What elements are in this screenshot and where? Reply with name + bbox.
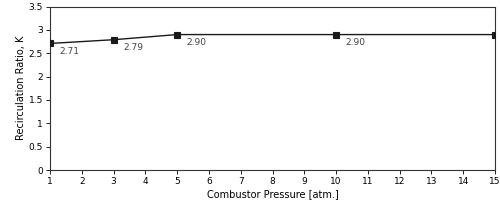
Text: 2.90: 2.90: [186, 38, 206, 47]
Text: 2.79: 2.79: [123, 43, 143, 52]
Y-axis label: Recirculation Ratio, K: Recirculation Ratio, K: [16, 36, 26, 140]
Text: 2.90: 2.90: [346, 38, 366, 47]
X-axis label: Combustor Pressure [atm.]: Combustor Pressure [atm.]: [206, 189, 338, 199]
Text: 2.71: 2.71: [60, 47, 80, 56]
